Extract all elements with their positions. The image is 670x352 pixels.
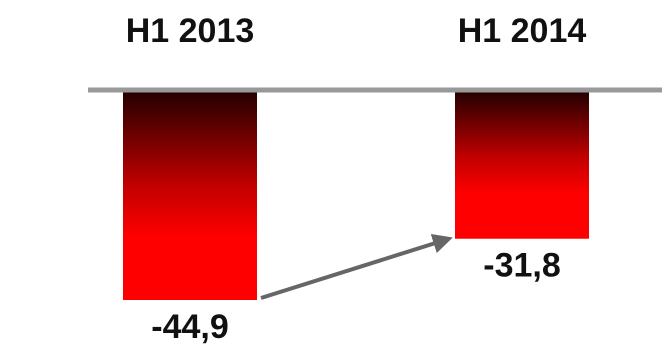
category-label-h1-2013: H1 2013 xyxy=(126,12,255,50)
category-label-h1-2014: H1 2014 xyxy=(458,12,587,50)
trend-arrow xyxy=(260,234,453,300)
value-label-h1-2013: -44,9 xyxy=(151,308,229,346)
value-label-h1-2014: -31,8 xyxy=(483,247,561,285)
bar-h1-2014 xyxy=(455,90,589,239)
bar-h1-2013 xyxy=(123,90,257,300)
